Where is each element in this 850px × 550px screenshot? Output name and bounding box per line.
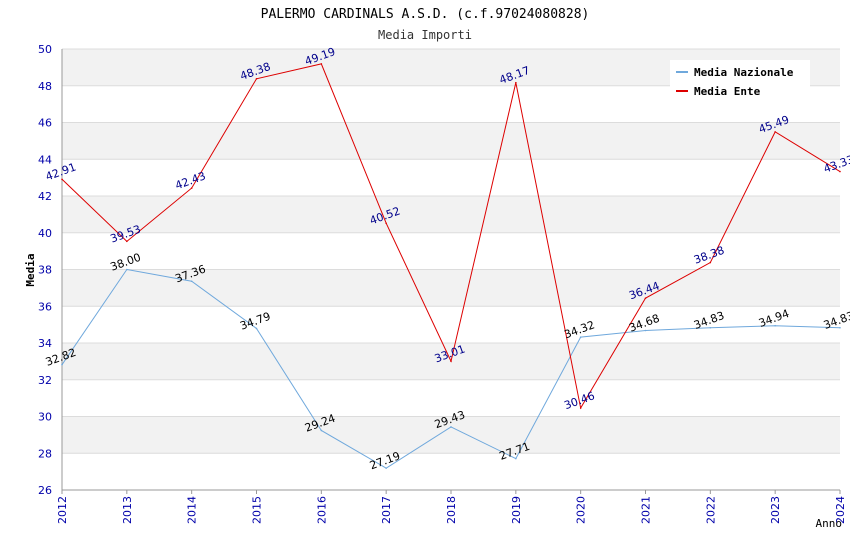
data-point: [839, 326, 841, 329]
data-point: [255, 77, 258, 80]
data-point: [515, 457, 517, 460]
y-tick-label: 48: [38, 80, 52, 93]
grid-band: [62, 379, 840, 417]
x-tick-label: 2024: [834, 496, 847, 524]
grid-band: [62, 159, 840, 196]
grid-band: [62, 453, 840, 490]
x-tick-label: 2012: [56, 496, 69, 524]
grid-band: [62, 196, 840, 233]
grid-band: [62, 306, 840, 343]
data-point: [774, 131, 776, 133]
grid-bands: [62, 49, 840, 490]
x-tick-label: 2018: [445, 496, 458, 524]
y-tick-label: 34: [38, 337, 52, 350]
x-tick-label: 2017: [380, 496, 393, 524]
data-point: [320, 429, 323, 432]
data-point: [709, 261, 712, 264]
y-tick-label: 40: [38, 227, 52, 240]
data-point: [450, 360, 452, 362]
y-tick-label: 38: [38, 264, 52, 277]
y-axis-label: Media: [24, 253, 37, 286]
legend-label: Media Ente: [694, 85, 761, 98]
legend: Media Nazionale Media Ente: [670, 60, 810, 100]
y-tick-label: 36: [38, 300, 52, 313]
data-point: [385, 467, 387, 469]
data-point: [61, 178, 63, 181]
x-tick-label: 2023: [769, 496, 782, 524]
y-tick-label: 46: [38, 117, 52, 130]
y-tick-label: 32: [38, 374, 52, 387]
data-point: [774, 324, 776, 327]
data-point: [255, 327, 258, 330]
data-point: [385, 222, 387, 224]
grid-band: [62, 416, 840, 454]
legend-label: Media Nazionale: [694, 66, 794, 79]
axes: [61, 49, 841, 494]
y-tick-label: 28: [38, 447, 52, 460]
data-point: [61, 363, 63, 366]
data-point: [579, 407, 582, 409]
data-point: [126, 240, 128, 243]
chart-subtitle: Media Importi: [378, 28, 472, 42]
data-point: [579, 336, 582, 338]
grid-band: [62, 269, 840, 307]
legend-box: [670, 60, 810, 100]
data-point: [515, 81, 517, 84]
y-tick-label: 26: [38, 484, 52, 497]
x-tick-label: 2016: [315, 496, 328, 524]
y-tick-label: 44: [38, 153, 52, 166]
series-lines: [61, 63, 841, 469]
y-tick-label: 50: [38, 43, 52, 56]
x-tick-labels: 2012 2013 2014 2015 2016 2017 2018 2019 2020 2021…: [56, 496, 847, 524]
grid-band: [62, 232, 840, 270]
y-tick-label: 30: [38, 411, 52, 424]
y-tick-labels: 26 28 30 32 34 36 38 40 42 44 46 48 50: [38, 43, 52, 497]
data-point: [190, 187, 193, 189]
data-point: [320, 63, 323, 65]
data-point: [644, 297, 647, 299]
data-point: [709, 326, 712, 329]
x-tick-label: 2019: [510, 496, 523, 524]
data-point: [190, 280, 193, 283]
grid-band: [62, 122, 840, 160]
data-point: [644, 329, 647, 332]
x-tick-label: 2022: [704, 496, 717, 524]
data-point: [450, 426, 452, 428]
x-tick-label: 2015: [251, 496, 264, 524]
data-point: [126, 268, 128, 271]
y-tick-label: 42: [38, 190, 52, 203]
x-tick-label: 2021: [640, 496, 653, 524]
x-axis-label: Anno: [816, 517, 843, 530]
data-point: [839, 170, 841, 173]
x-tick-label: 2013: [121, 496, 134, 524]
chart-title: PALERMO CARDINALS A.S.D. (c.f.9702408082…: [261, 7, 590, 22]
x-tick-label: 2014: [186, 496, 199, 524]
x-tick-label: 2020: [575, 496, 588, 524]
